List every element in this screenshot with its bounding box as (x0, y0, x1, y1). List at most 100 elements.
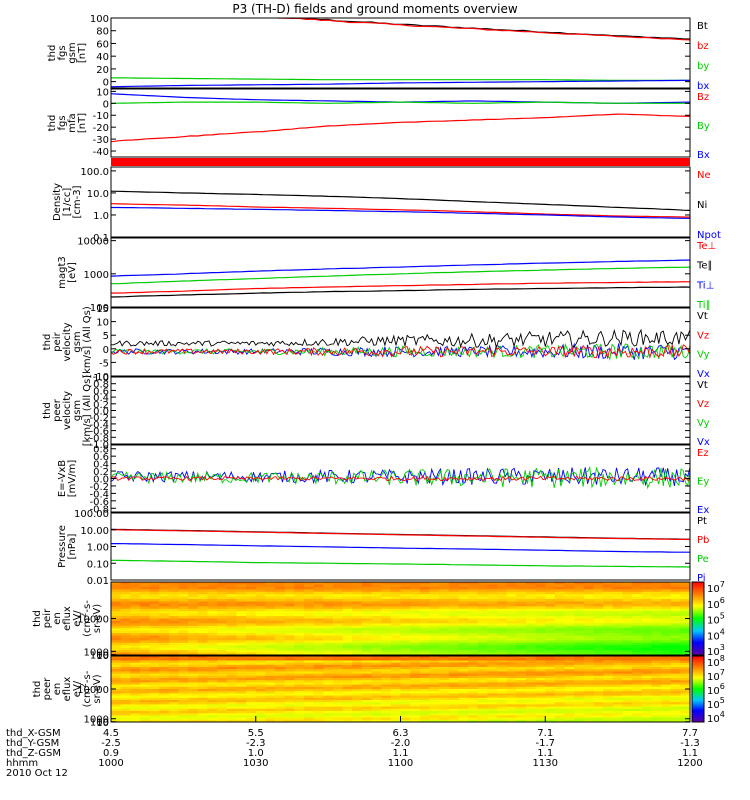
heatmap-cell (294, 606, 305, 610)
heatmap-cell (506, 603, 517, 607)
heatmap-cell (554, 673, 566, 677)
heatmap-cell (661, 686, 672, 690)
heatmap-cell (448, 652, 459, 655)
series-bx (111, 79, 690, 88)
heatmap-cell (410, 637, 421, 641)
heatmap-cell (236, 702, 247, 705)
heatmap-cell (506, 682, 517, 686)
heatmap-cell (294, 691, 305, 694)
heatmap-cell (641, 589, 652, 593)
heatmap-cell (419, 625, 431, 629)
heatmap-cell (458, 618, 469, 622)
heatmap-cell (226, 706, 238, 710)
heatmap-cell (448, 599, 459, 603)
heatmap-cell (583, 652, 595, 655)
heatmap-cell (149, 717, 160, 721)
heatmap-cell (612, 702, 624, 705)
heatmap-cell (410, 717, 421, 721)
heatmap-cell (603, 616, 614, 620)
heatmap-cell (197, 642, 209, 646)
heatmap-cell (497, 693, 508, 697)
heatmap-cell (400, 711, 411, 714)
heatmap-cell (583, 601, 595, 605)
heatmap-cell (680, 695, 690, 699)
heatmap-cell (352, 671, 363, 675)
heatmap-cell (439, 711, 450, 714)
heatmap-cell (294, 715, 305, 719)
heatmap-cell (612, 633, 624, 637)
series-by (111, 77, 690, 82)
heatmap-cell (236, 645, 247, 649)
heatmap-cell (439, 669, 450, 672)
heatmap-cell (680, 711, 690, 714)
heatmap-cell (564, 689, 575, 692)
heatmap-cell (525, 635, 537, 639)
heatmap-cell (323, 719, 334, 722)
heatmap-cell (583, 708, 595, 712)
heatmap-cell (111, 620, 122, 624)
heatmap-cell (304, 642, 315, 646)
heatmap-cell (217, 711, 228, 714)
heatmap-cell (323, 650, 334, 654)
heatmap-cell (304, 691, 315, 694)
heatmap-cell (439, 675, 450, 679)
heatmap-cell (458, 601, 469, 605)
heatmap-cell (159, 647, 170, 651)
heatmap-cell (506, 664, 517, 668)
heatmap-cell (612, 708, 624, 712)
heatmap-cell (352, 684, 363, 688)
heatmap-cell (603, 686, 614, 690)
heatmap-cell (632, 660, 643, 664)
heatmap-cell (149, 669, 160, 672)
heatmap-cell (390, 675, 402, 679)
heatmap-cell (236, 682, 247, 686)
heatmap-cell (603, 695, 614, 699)
ytick-label: 100 (90, 14, 109, 25)
heatmap-cell (439, 650, 450, 654)
heatmap-cell (294, 630, 305, 634)
heatmap-cell (130, 711, 141, 714)
series-Vz (111, 343, 690, 360)
heatmap-cell (574, 717, 585, 721)
heatmap-cell (255, 608, 266, 612)
heatmap-cell (622, 645, 633, 649)
heatmap-cell (448, 664, 459, 668)
heatmap-cell (265, 706, 276, 710)
heatmap-cell (468, 671, 479, 675)
heatmap-cell (246, 608, 257, 612)
heatmap-cell (120, 664, 131, 668)
heatmap-cell (670, 596, 681, 600)
heatmap-cell (313, 599, 324, 603)
heatmap-cell (284, 664, 295, 668)
heatmap-cell (661, 673, 672, 677)
heatmap-cell (458, 608, 469, 612)
heatmap-cell (535, 601, 546, 605)
heatmap-cell (323, 652, 334, 655)
heatmap-cell (410, 645, 421, 649)
heatmap-cell (217, 596, 228, 600)
heatmap-cell (284, 671, 295, 675)
heatmap-cell (468, 686, 479, 690)
heatmap-cell (439, 662, 450, 666)
heatmap-cell (342, 711, 353, 714)
heatmap-cell (168, 606, 180, 610)
heatmap-cell (168, 599, 180, 603)
ytick-label: 0.1 (93, 233, 109, 244)
heatmap-cell (226, 601, 238, 605)
heatmap-cell (361, 596, 373, 600)
heatmap-cell (680, 669, 690, 672)
heatmap-cell (207, 594, 218, 598)
heatmap-cell (439, 591, 450, 595)
heatmap-cell (583, 686, 595, 690)
heatmap-cell (458, 689, 469, 692)
heatmap-cell (217, 582, 228, 586)
heatmap-cell (429, 618, 440, 622)
heatmap-cell (255, 697, 266, 701)
heatmap-cell (458, 669, 469, 672)
heatmap-cell (111, 669, 122, 672)
heatmap-cell (641, 591, 652, 595)
heatmap-cell (342, 678, 353, 681)
heatmap-cell (284, 594, 295, 598)
heatmap-cell (612, 584, 624, 588)
heatmap-cell (603, 623, 614, 627)
